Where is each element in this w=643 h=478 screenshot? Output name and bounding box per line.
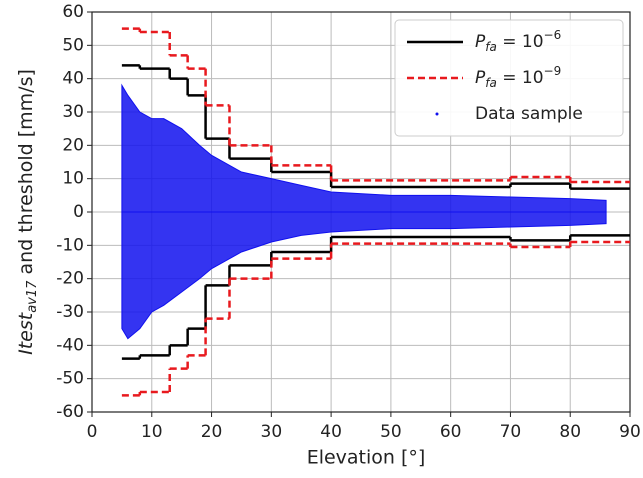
x-tick-label: 70 [500, 422, 522, 442]
y-tick-label: 50 [62, 35, 84, 55]
legend-box [394, 19, 624, 137]
y-tick-label: -10 [56, 235, 84, 255]
x-axis-label: Elevation [°] [307, 447, 426, 469]
y-tick-label: -60 [56, 402, 84, 422]
legend-marker [435, 112, 439, 116]
y-tick-label: -50 [56, 369, 84, 389]
legend-label-sup: −9 [544, 64, 562, 78]
legend-label: Pfa = 10−9 [475, 64, 561, 90]
x-tick-label: 20 [201, 422, 223, 442]
legend-label: Data sample [475, 104, 583, 124]
x-tick-label: 90 [619, 422, 641, 442]
legend-label-eq: = 10 [497, 68, 544, 88]
legend-label-p: P [475, 68, 486, 88]
x-tick-label: 0 [87, 422, 98, 442]
y-tick-label: -40 [56, 335, 84, 355]
x-tick-label: 50 [380, 422, 402, 442]
y-tick-label: 30 [62, 102, 84, 122]
legend-label-eq: = 10 [497, 32, 544, 52]
data-sample-area [121, 83, 607, 213]
y-label-main: Itest [15, 311, 37, 355]
data-sample-area [121, 211, 607, 340]
y-tick-label: -20 [56, 269, 84, 289]
x-tick-label: 80 [559, 422, 581, 442]
x-tick-label: 60 [440, 422, 462, 442]
legend-label-p: P [475, 32, 486, 52]
y-tick-label: 60 [62, 2, 84, 22]
y-tick-label: -30 [56, 302, 84, 322]
y-tick-label: 40 [62, 69, 84, 89]
x-tick-label: 10 [141, 422, 163, 442]
y-label-sub: av17 [25, 280, 40, 313]
x-tick-label: 40 [320, 422, 342, 442]
legend-label-sup: −6 [544, 28, 562, 42]
y-tick-label: 10 [62, 169, 84, 189]
x-tick-label: 30 [261, 422, 283, 442]
y-tick-label: 0 [73, 202, 84, 222]
legend-label-sub: fa [485, 40, 497, 54]
legend-label: Pfa = 10−6 [475, 28, 561, 54]
y-tick-label: 20 [62, 135, 84, 155]
y-axis-label: Itestav17 and threshold [mm/s] [15, 69, 40, 355]
legend-label-sub: fa [485, 76, 497, 90]
y-label-rest: and threshold [mm/s] [15, 69, 37, 281]
